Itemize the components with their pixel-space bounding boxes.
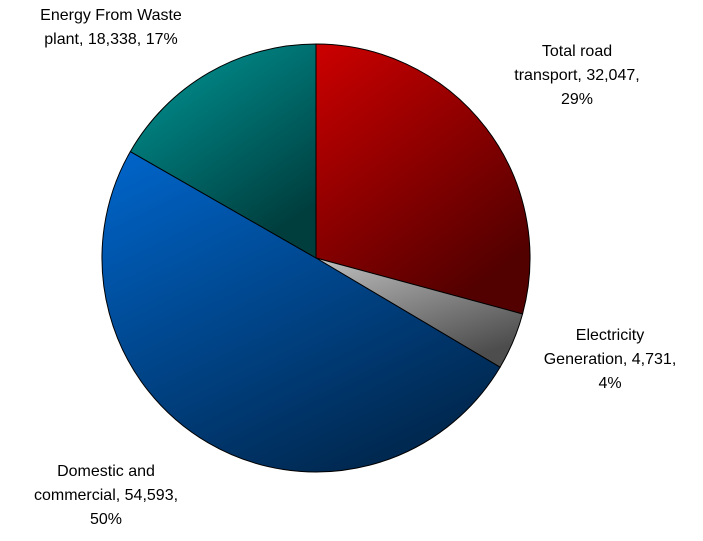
data-label: Energy From Waste plant, 18,338, 17% xyxy=(40,7,182,48)
data-label: Electricity Generation, 4,731, 4% xyxy=(544,327,677,392)
data-label: Total road transport, 32,047, 29% xyxy=(514,43,639,108)
pie-slice xyxy=(315,43,531,315)
pie-slice xyxy=(101,150,501,473)
pie-slice xyxy=(129,43,317,259)
data-label: Domestic and commercial, 54,593, 50% xyxy=(34,463,178,528)
